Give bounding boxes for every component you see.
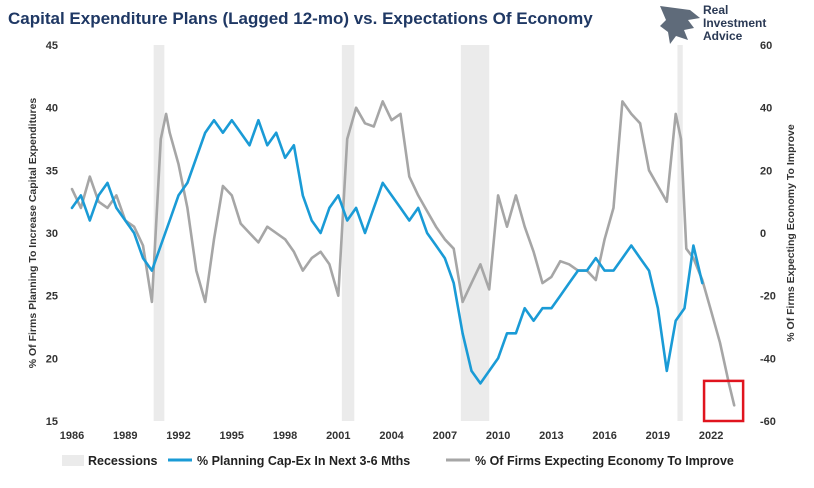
legend-label-expect: % Of Firms Expecting Economy To Improve xyxy=(475,454,734,468)
y-left-tick-label-4: 35 xyxy=(46,165,58,177)
y-right-tick-label-0: -60 xyxy=(760,416,776,428)
recession-band-3 xyxy=(677,45,683,421)
highlight-box-layer xyxy=(702,379,745,423)
recession-band-2 xyxy=(460,45,490,421)
x-tick-label-0: 1986 xyxy=(60,430,84,442)
eagle-logo-icon xyxy=(660,6,700,44)
x-tick-label-6: 2004 xyxy=(379,430,404,442)
legend: Recessions % Planning Cap-Ex In Next 3-6… xyxy=(62,454,734,468)
highlight-box xyxy=(702,379,745,423)
x-tick-label-8: 2010 xyxy=(486,430,510,442)
expect-series-line xyxy=(70,100,736,407)
y-left-tick-label-3: 30 xyxy=(46,228,58,240)
recession-bands xyxy=(153,45,683,421)
legend-label-capex: % Planning Cap-Ex In Next 3-6 Mths xyxy=(197,454,410,468)
recession-band-1 xyxy=(341,45,355,421)
x-tick-label-9: 2013 xyxy=(539,430,563,442)
y-axis-label-right: % Of Firms Expecting Economy To Improve xyxy=(785,124,797,342)
y-right-tick-label-1: -40 xyxy=(760,353,776,365)
x-tick-label-1: 1989 xyxy=(113,430,137,442)
y-right-tick-label-3: 0 xyxy=(760,228,766,240)
x-tick-label-11: 2019 xyxy=(646,430,670,442)
capex-series-line xyxy=(70,118,704,385)
logo-text-line2: Investment xyxy=(703,16,766,30)
x-tick-label-7: 2007 xyxy=(433,430,457,442)
x-tick-label-12: 2022 xyxy=(699,430,723,442)
x-tick-label-2: 1992 xyxy=(166,430,190,442)
y-right-tick-label-4: 20 xyxy=(760,165,772,177)
legend-label-recessions: Recessions xyxy=(88,454,158,468)
chart-title: Capital Expenditure Plans (Lagged 12-mo)… xyxy=(8,9,593,28)
series-lines xyxy=(70,100,736,407)
recession-band-0 xyxy=(153,45,165,421)
x-tick-label-4: 1998 xyxy=(273,430,297,442)
y-right-tick-label-5: 40 xyxy=(760,103,772,115)
y-left-tick-label-0: 15 xyxy=(46,416,58,428)
y-right-tick-label-6: 60 xyxy=(760,40,772,52)
axis-ticks: 1986 1989 1992 1995 1998 2001 2004 2007 2010 2013… xyxy=(46,40,776,442)
y-left-tick-label-5: 40 xyxy=(46,103,58,115)
y-right-tick-label-2: -20 xyxy=(760,291,776,303)
y-left-tick-label-6: 45 xyxy=(46,40,58,52)
logo-text-line3: Advice xyxy=(703,29,743,43)
x-tick-label-3: 1995 xyxy=(220,430,244,442)
x-tick-label-5: 2001 xyxy=(326,430,350,442)
legend-swatch-recessions xyxy=(62,455,84,466)
logo: Real Investment Advice xyxy=(660,3,766,44)
x-tick-label-10: 2016 xyxy=(592,430,616,442)
y-axis-label-left: % Of Firms Planning To Increase Capital … xyxy=(27,98,39,369)
logo-text-line1: Real xyxy=(703,3,728,17)
y-left-tick-label-1: 20 xyxy=(46,353,58,365)
y-left-tick-label-2: 25 xyxy=(46,291,58,303)
